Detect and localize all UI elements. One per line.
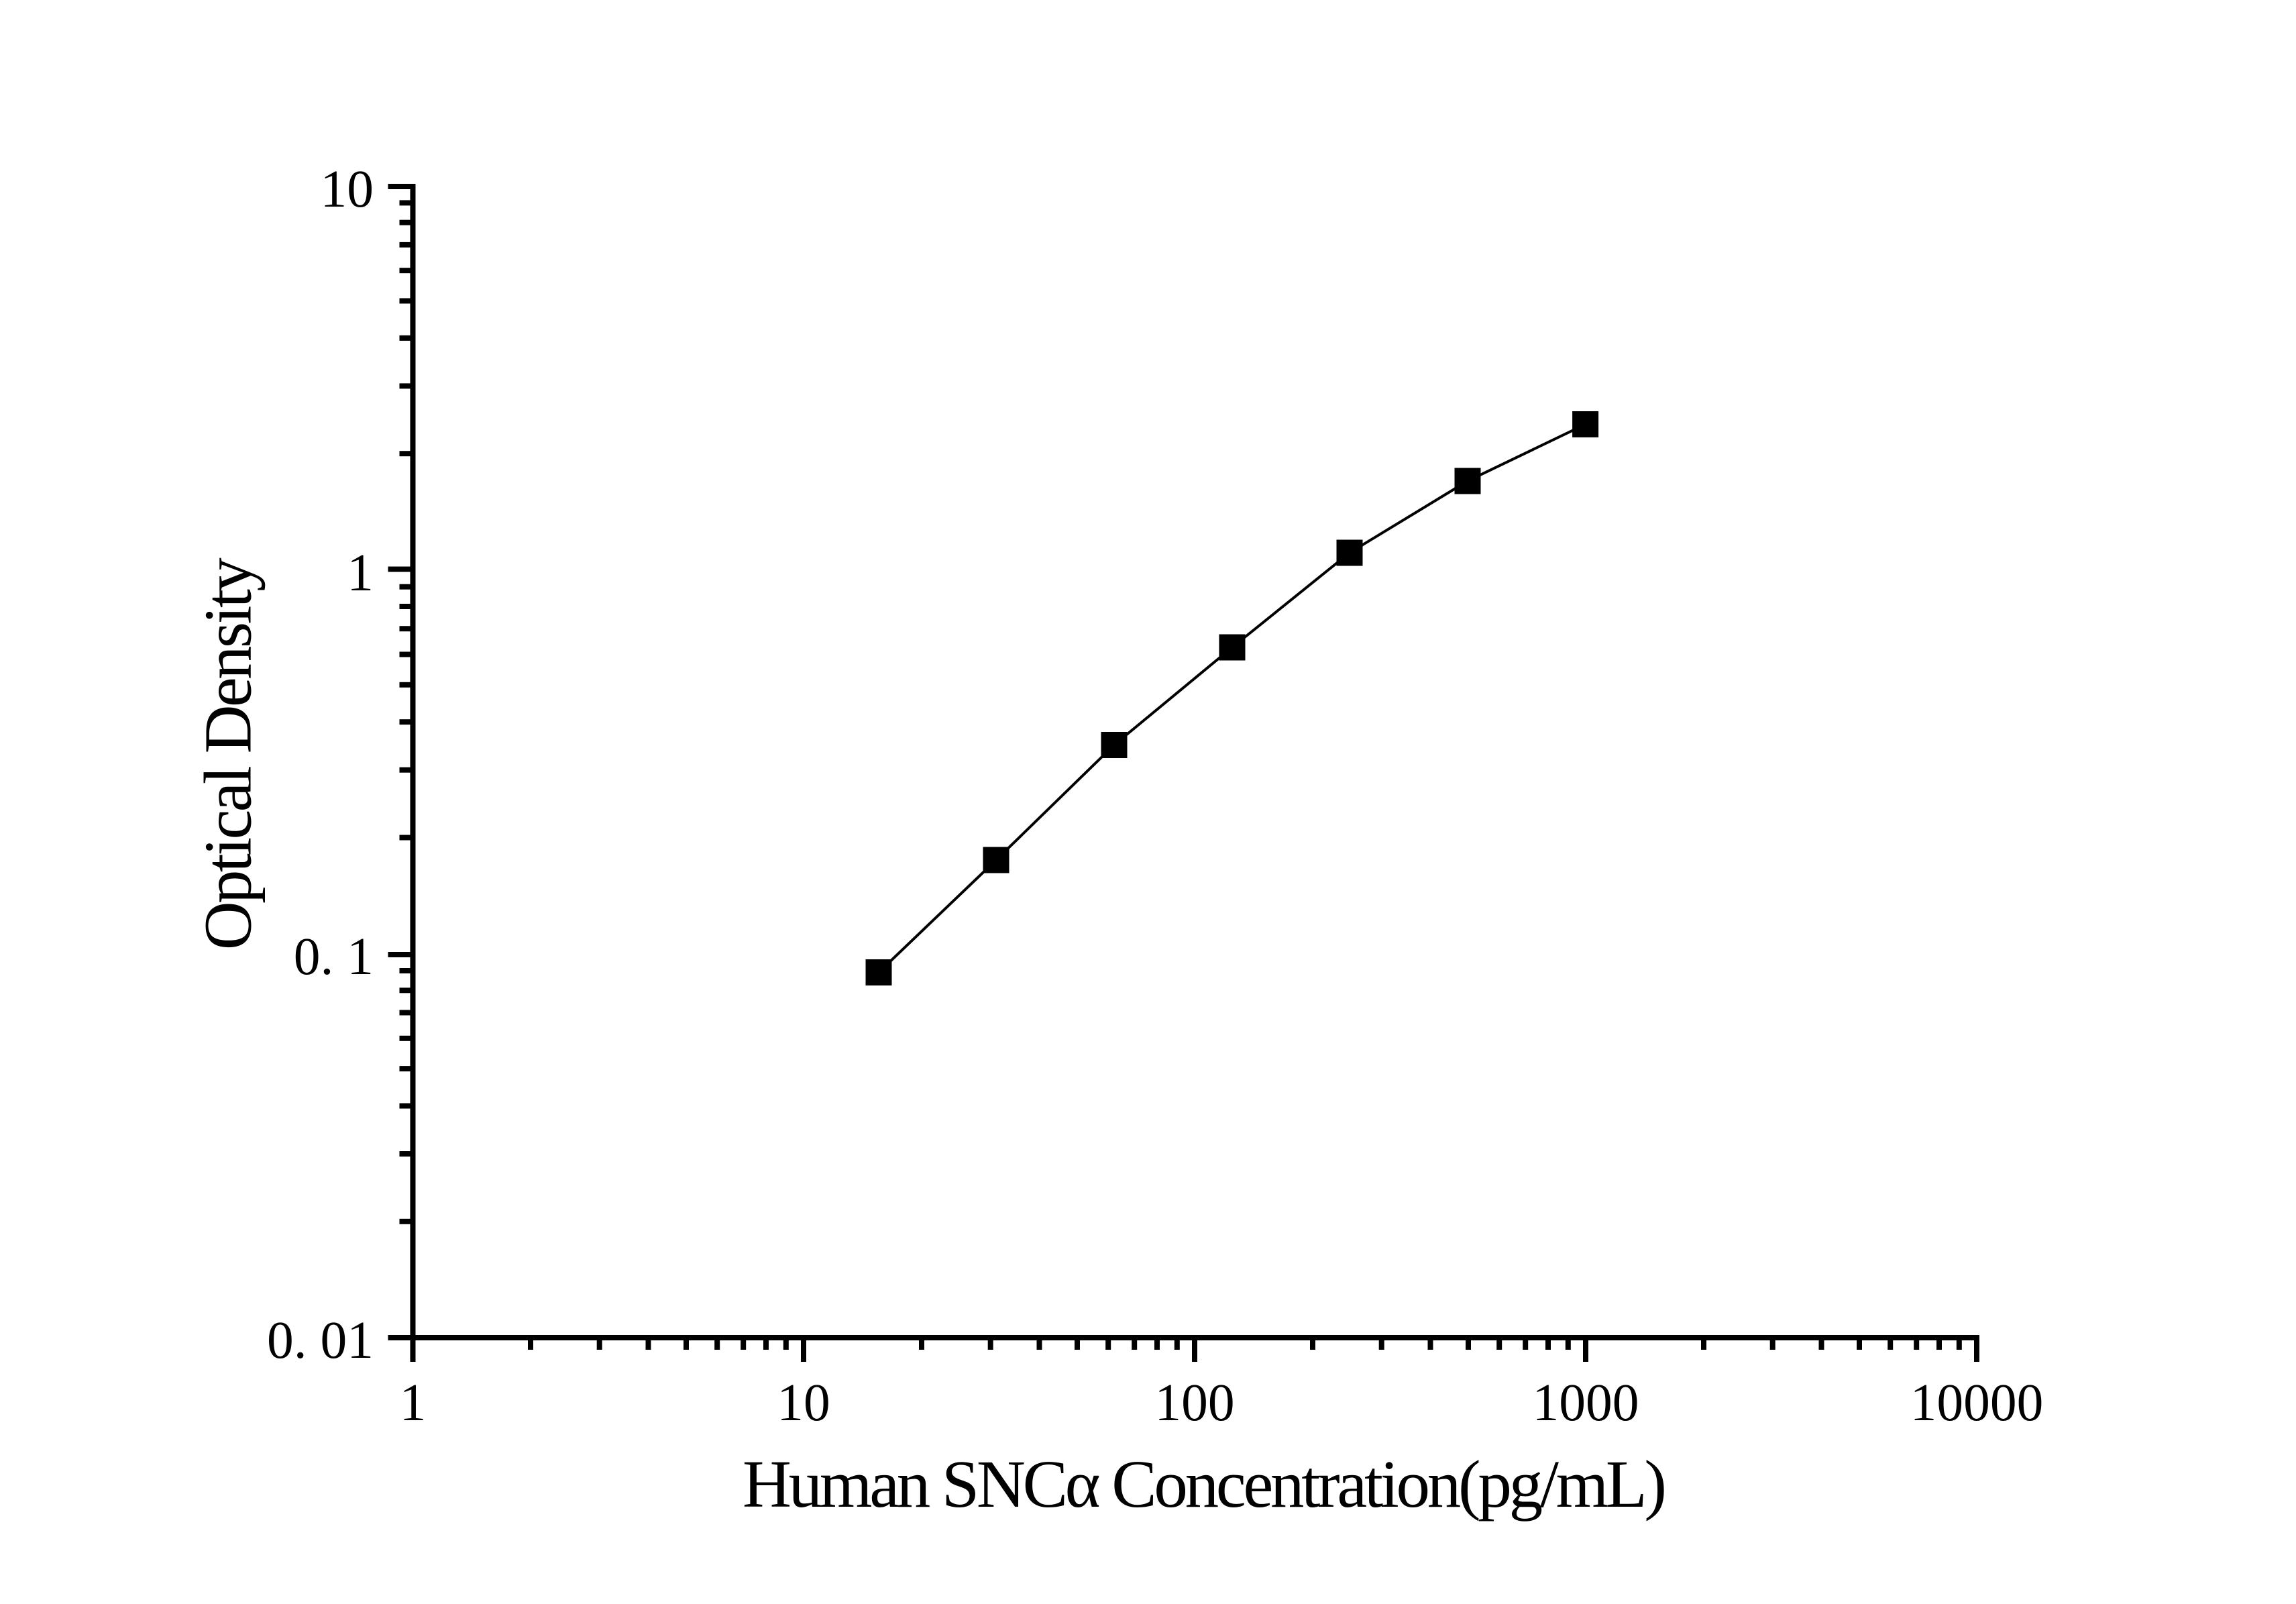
svg-text:1000: 1000 [1533, 1373, 1639, 1432]
svg-text:Human SNCα Concentration(pg/mL: Human SNCα Concentration(pg/mL) [743, 1446, 1667, 1521]
svg-text:Optical Density: Optical Density [190, 557, 266, 951]
svg-text:10: 10 [777, 1373, 830, 1432]
svg-text:1: 1 [400, 1373, 427, 1432]
svg-text:0. 1: 0. 1 [294, 927, 374, 986]
svg-text:10: 10 [321, 160, 374, 219]
svg-text:0. 01: 0. 01 [267, 1311, 374, 1370]
svg-text:100: 100 [1154, 1373, 1234, 1432]
svg-text:10000: 10000 [1910, 1373, 2044, 1432]
svg-text:1: 1 [347, 543, 374, 602]
